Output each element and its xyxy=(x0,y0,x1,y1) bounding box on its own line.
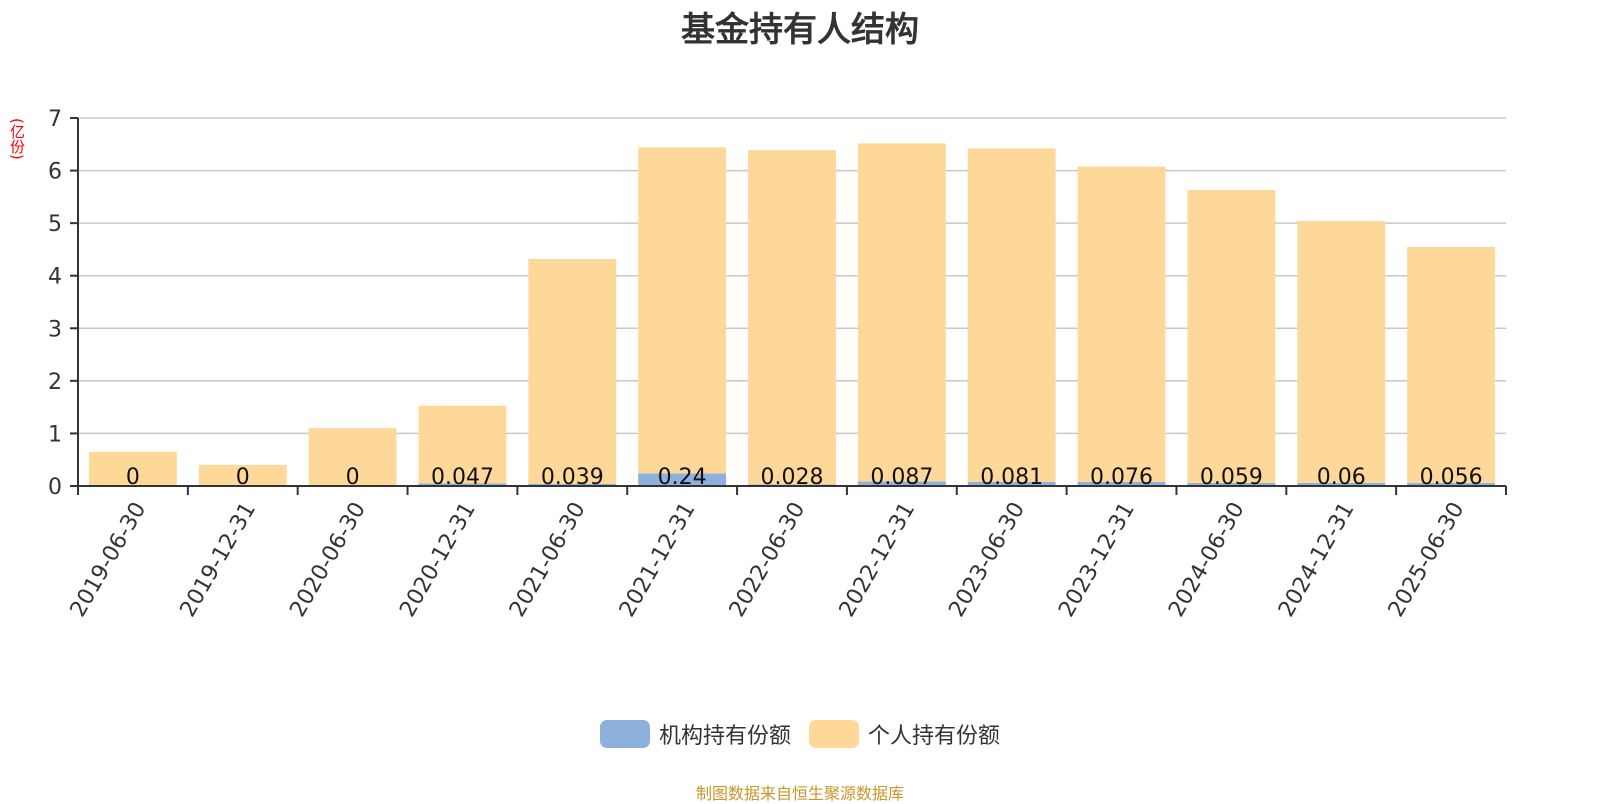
data-label-institutional: 0.081 xyxy=(980,465,1043,490)
bars xyxy=(88,143,1496,486)
data-label-institutional: 0.056 xyxy=(1420,465,1483,490)
data-label-institutional: 0.24 xyxy=(658,465,707,490)
y-tick-label: 1 xyxy=(48,422,62,447)
data-label-institutional: 0.047 xyxy=(431,465,494,490)
legend-item-individual[interactable]: 个人持有份额 xyxy=(809,718,1000,750)
x-tick-label: 2019-06-30 xyxy=(66,498,152,621)
y-tick-label: 5 xyxy=(48,212,62,237)
legend-item-institutional[interactable]: 机构持有份额 xyxy=(599,718,791,750)
bar-individual xyxy=(418,405,507,484)
chart-title: 基金持有人结构 xyxy=(681,10,919,50)
x-tick-label: 2022-12-31 xyxy=(835,498,921,621)
bar-individual xyxy=(198,464,287,486)
bar-institutional xyxy=(967,481,1056,486)
data-label-institutional: 0.06 xyxy=(1317,465,1366,490)
bar-individual xyxy=(1297,221,1386,483)
x-tick-label: 2025-06-30 xyxy=(1384,498,1470,621)
bar-institutional xyxy=(857,481,946,486)
legend-label-institutional: 机构持有份额 xyxy=(658,724,791,749)
data-label-institutional: 0.059 xyxy=(1200,465,1263,490)
bar-individual xyxy=(1187,190,1276,483)
x-tick-label: 2021-12-31 xyxy=(615,498,701,621)
bar-institutional xyxy=(1187,482,1276,486)
y-tick-label: 2 xyxy=(48,370,62,395)
data-label-institutional: 0 xyxy=(346,465,360,490)
data-label-institutional: 0.076 xyxy=(1090,465,1153,490)
bar-individual xyxy=(308,428,397,486)
data-labels: 0 0 0 0.047 0.039 0.24 0.028 0.087 0.081 0.076 0.0… xyxy=(126,465,1483,490)
legend-swatch-individual xyxy=(809,720,859,748)
data-label-institutional: 0 xyxy=(236,465,250,490)
y-tick-label: 7 xyxy=(48,107,62,132)
x-tick-label: 2023-12-31 xyxy=(1054,498,1140,621)
bar-institutional xyxy=(638,473,727,486)
data-label-institutional: 0.039 xyxy=(541,465,604,490)
bar-institutional xyxy=(1407,483,1496,486)
x-tick-label: 2023-06-30 xyxy=(944,498,1030,621)
legend: 机构持有份额 个人持有份额 xyxy=(0,718,1600,750)
x-tick-label: 2019-12-31 xyxy=(176,498,262,621)
bar-individual xyxy=(638,147,727,474)
bar-individual xyxy=(1077,166,1166,483)
bar-individual xyxy=(88,451,177,486)
data-label-institutional: 0 xyxy=(126,465,140,490)
x-tick-label: 2020-06-30 xyxy=(285,498,371,621)
y-axis-unit-label: (亿份) xyxy=(8,118,26,160)
bar-individual xyxy=(748,150,836,485)
bar-institutional xyxy=(1077,482,1166,486)
legend-swatch-institutional xyxy=(599,720,650,748)
bar-institutional xyxy=(418,483,507,486)
bar-individual xyxy=(967,148,1056,482)
bar-individual xyxy=(528,258,617,484)
x-tick-label: 2024-12-31 xyxy=(1274,498,1360,621)
y-tick-label: 6 xyxy=(48,160,62,185)
bar-individual xyxy=(1407,247,1496,484)
bar-institutional xyxy=(528,483,617,486)
x-tick-label: 2022-06-30 xyxy=(725,498,811,621)
bar-institutional xyxy=(1297,482,1386,486)
x-tick-label: 2024-06-30 xyxy=(1164,498,1250,621)
y-tick-label: 0 xyxy=(48,475,62,500)
x-tick-label: 2020-12-31 xyxy=(395,498,481,621)
data-label-institutional: 0.028 xyxy=(761,465,824,490)
legend-label-individual: 个人持有份额 xyxy=(868,724,1001,749)
bar-individual xyxy=(857,143,946,482)
y-tick-label: 3 xyxy=(48,317,62,342)
x-tick-label: 2021-06-30 xyxy=(505,498,591,621)
source-note: 制图数据来自恒生聚源数据库 xyxy=(695,784,904,803)
data-label-institutional: 0.087 xyxy=(870,465,933,490)
y-tick-label: 4 xyxy=(48,265,62,290)
